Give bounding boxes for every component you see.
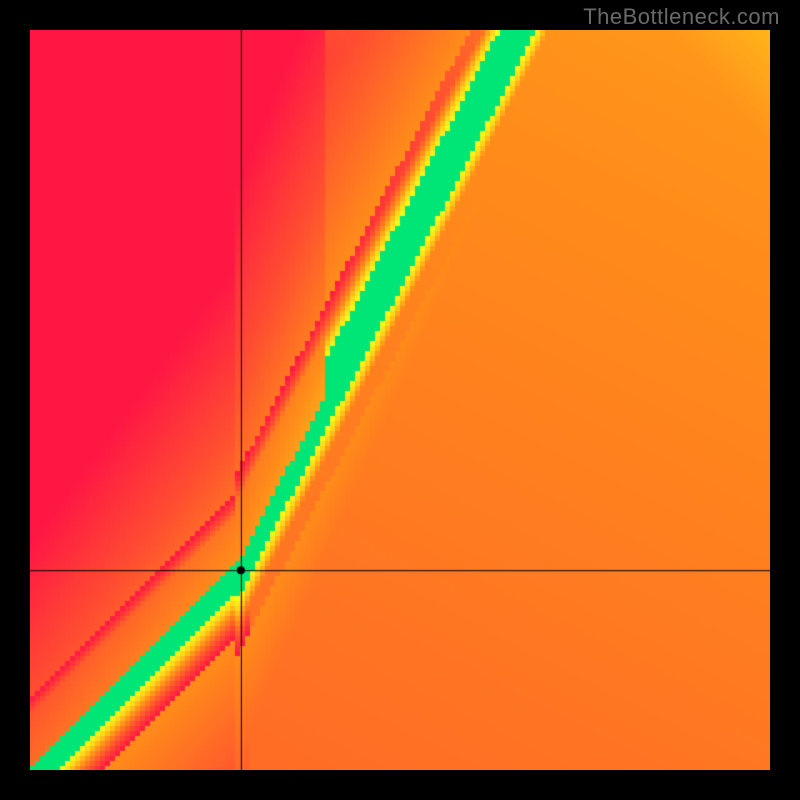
- heatmap-plot: [30, 30, 770, 770]
- chart-frame: TheBottleneck.com: [0, 0, 800, 800]
- heatmap-canvas: [30, 30, 770, 770]
- watermark-text: TheBottleneck.com: [583, 4, 780, 30]
